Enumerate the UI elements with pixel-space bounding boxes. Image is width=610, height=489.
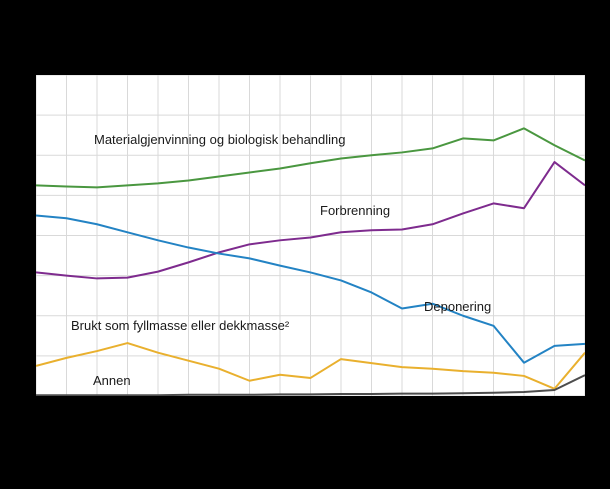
series-line bbox=[36, 342, 585, 390]
series-label-materialgjenvinning: Materialgjenvinning og biologisk behandl… bbox=[94, 132, 346, 147]
series-line bbox=[36, 374, 585, 396]
series-label-deponering: Deponering bbox=[424, 299, 492, 314]
series-label-fyllmasse: Brukt som fyllmasse eller dekkmasse² bbox=[71, 318, 290, 333]
series-line bbox=[36, 161, 585, 280]
series-label-forbrenning: Forbrenning bbox=[320, 203, 391, 218]
series-label-annen: Annen bbox=[93, 373, 131, 388]
series-line bbox=[36, 214, 585, 364]
chart-canvas bbox=[36, 75, 585, 396]
series-line bbox=[36, 127, 585, 189]
plot-area: Materialgjenvinning og biologisk behandl… bbox=[36, 75, 585, 396]
